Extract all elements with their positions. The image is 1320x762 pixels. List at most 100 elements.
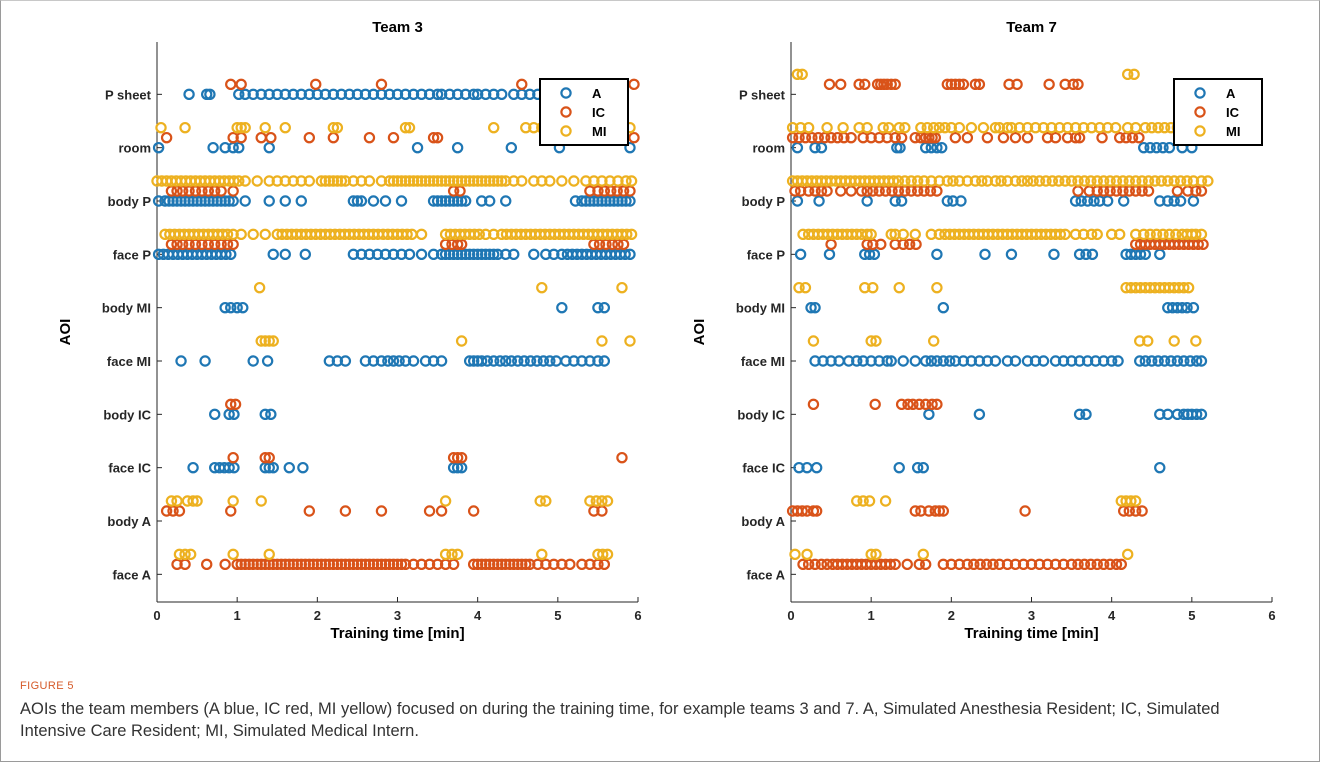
data-point [1174, 195, 1187, 207]
data-point [885, 355, 897, 367]
data-point [467, 505, 480, 517]
data-point [1136, 505, 1148, 517]
data-point [1123, 175, 1136, 187]
data-point [1182, 281, 1195, 294]
data-point [793, 281, 805, 294]
data-point [488, 88, 500, 101]
data-point [1077, 228, 1090, 241]
data-point [508, 88, 520, 101]
data-point [251, 558, 263, 571]
data-point [451, 451, 464, 464]
data-point [537, 355, 550, 367]
legend-marker-A [560, 87, 572, 99]
data-point [279, 195, 291, 207]
data-point [423, 505, 436, 517]
data-point [221, 228, 234, 241]
data-point [1048, 248, 1060, 261]
data-point [401, 228, 413, 241]
data-point [415, 558, 428, 571]
data-point [488, 121, 500, 134]
data-point [339, 558, 352, 571]
data-point [427, 131, 440, 144]
chart-title: Team 3 [372, 19, 423, 36]
data-point [319, 175, 332, 187]
data-point [813, 195, 825, 207]
data-point [187, 495, 199, 507]
data-point [536, 281, 548, 294]
legend: A IC MI [1173, 78, 1263, 146]
data-point [897, 228, 909, 241]
data-point [267, 248, 279, 261]
y-tick-label: face MI [107, 354, 151, 369]
data-point [909, 228, 921, 241]
data-point [393, 355, 405, 367]
data-point [887, 175, 900, 187]
data-point [427, 195, 440, 207]
data-point [620, 175, 632, 187]
data-point [580, 175, 592, 187]
data-point [851, 228, 863, 241]
data-point [909, 131, 921, 144]
chart-title: Team 7 [1006, 19, 1057, 36]
data-point [391, 88, 404, 101]
data-point [933, 228, 946, 241]
data-point [1054, 228, 1067, 241]
data-point [363, 175, 376, 187]
data-point [588, 195, 600, 207]
data-point [598, 301, 611, 314]
data-point [875, 238, 887, 251]
data-point [283, 558, 295, 571]
chart-team-7: Team 7 0 1 2 3 4 5 6 Training time [min] face A bo… [691, 19, 1276, 642]
data-point [981, 355, 994, 367]
data-point [528, 248, 540, 261]
data-point [845, 131, 857, 144]
data-point [845, 185, 857, 197]
x-tick-label: 0 [787, 608, 794, 623]
data-point [1041, 558, 1054, 571]
data-point [927, 335, 940, 347]
data-point [488, 355, 500, 367]
data-point [323, 355, 336, 367]
data-point [625, 228, 638, 241]
data-point [265, 408, 277, 421]
data-point [171, 238, 183, 251]
data-point [1085, 121, 1098, 134]
data-point [516, 78, 528, 91]
data-point [209, 408, 221, 421]
y-axis-label: AOI [57, 319, 74, 346]
data-point [295, 175, 307, 187]
data-point [1105, 228, 1118, 241]
data-point [973, 408, 986, 421]
data-point [1009, 558, 1022, 571]
data-point [1085, 175, 1097, 187]
figure-caption-text: AOIs the team members (A blue, IC red, M… [20, 700, 1220, 740]
data-point [371, 248, 384, 261]
data-point [1097, 558, 1110, 571]
data-point [1176, 301, 1188, 314]
data-point [931, 281, 943, 294]
data-point [363, 558, 376, 571]
data-point [331, 175, 344, 187]
data-point [379, 195, 392, 207]
data-point [1075, 195, 1087, 207]
data-point [488, 248, 500, 261]
data-point [897, 355, 909, 367]
data-point [1033, 558, 1046, 571]
data-point [367, 355, 380, 367]
data-point [799, 281, 812, 294]
data-point [901, 558, 913, 571]
data-point [451, 141, 464, 154]
data-point [1057, 355, 1070, 367]
data-point [810, 461, 823, 474]
data-point [319, 88, 332, 101]
data-point [415, 228, 428, 241]
data-point [981, 131, 994, 144]
data-point [809, 141, 821, 154]
data-point [933, 121, 946, 134]
data-point [895, 195, 908, 207]
data-point [1040, 175, 1052, 187]
y-tick-label: P sheet [105, 87, 152, 102]
data-point [1115, 558, 1127, 571]
data-point [1168, 335, 1180, 347]
data-point [1065, 355, 1078, 367]
